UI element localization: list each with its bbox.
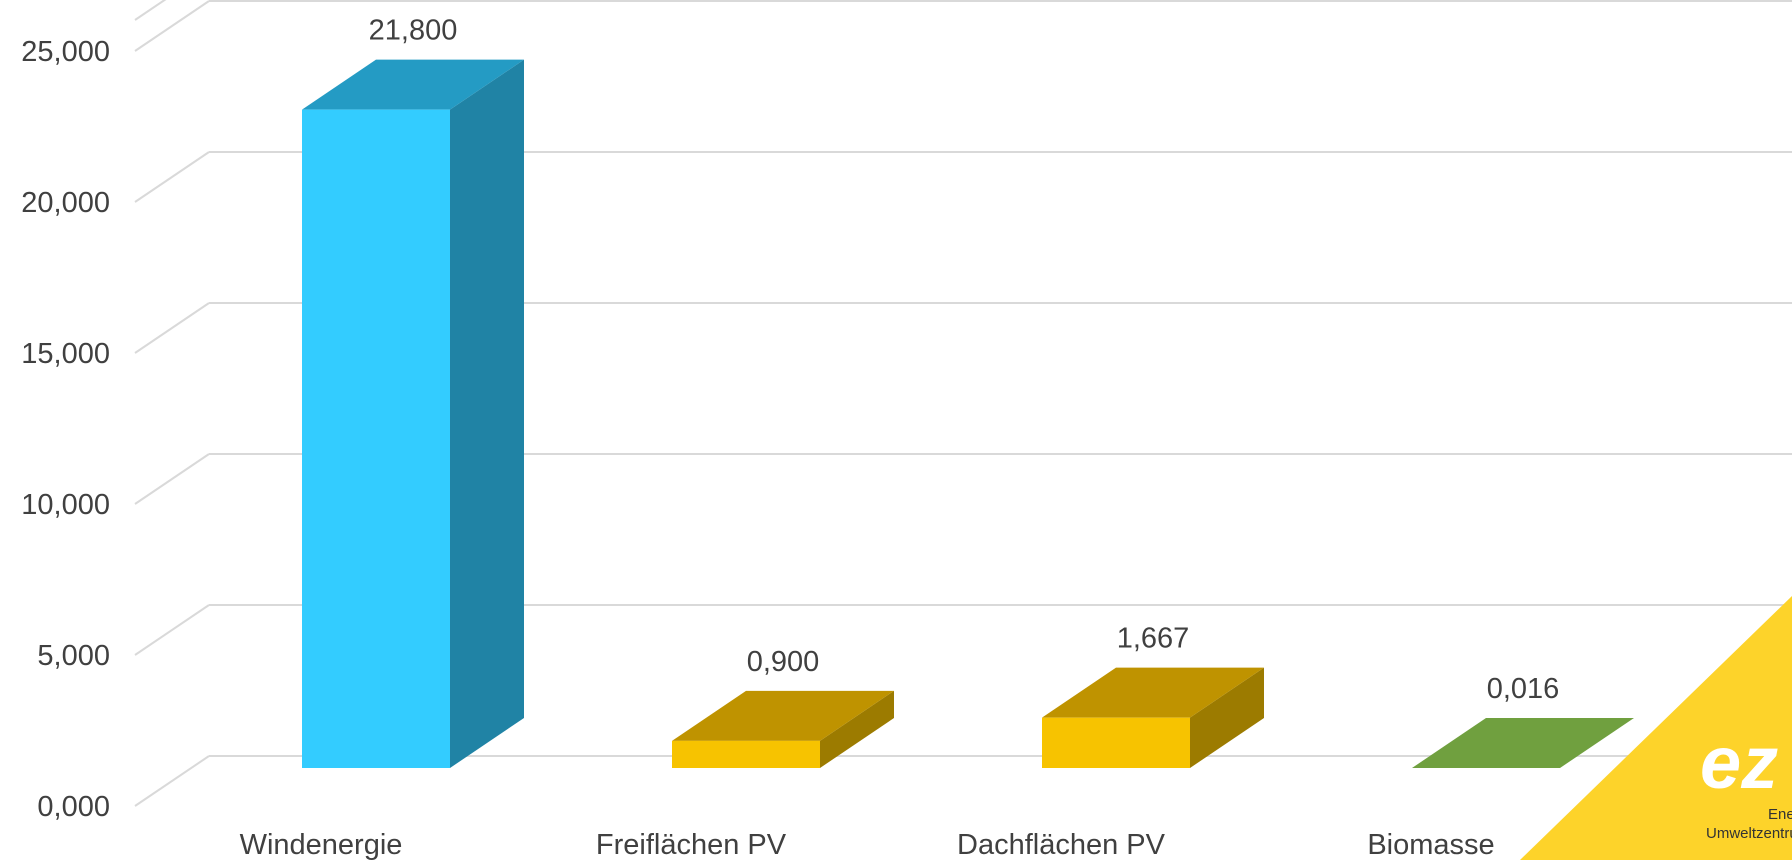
- bar-front: [302, 109, 450, 768]
- gridline-diagonal: [134, 0, 167, 21]
- gridline-diagonal: [134, 453, 210, 505]
- category-label: Biomasse: [1367, 829, 1494, 860]
- gridline-diagonal: [134, 302, 210, 354]
- logo-mark: ez: [1700, 721, 1778, 804]
- y-tick-label: 5,000: [37, 640, 110, 672]
- y-tick-label: 15,000: [21, 338, 110, 370]
- bar-top: [672, 690, 894, 741]
- y-axis-ticks: 0,000 5,000 10,000 15,000 20,000 25,000: [21, 36, 110, 823]
- y-tick-label: 20,000: [21, 187, 110, 219]
- logo-line2: Umweltzentru: [1706, 825, 1792, 842]
- bar-side: [450, 59, 524, 768]
- bar-4: [1412, 718, 1634, 768]
- bar-top: [1412, 718, 1634, 768]
- data-label: 21,800: [369, 15, 458, 47]
- category-labels: Windenergie Freiflächen PV Dachflächen PV B…: [240, 829, 1495, 860]
- data-labels: 21,800 0,900 1,667 0,016: [369, 15, 1560, 705]
- category-label: Dachflächen PV: [957, 829, 1166, 860]
- bar-2: [672, 690, 894, 768]
- bar-front: [1042, 717, 1190, 768]
- gridline-diagonal: [134, 151, 210, 203]
- bar-3: [1042, 667, 1264, 768]
- gridline-diagonal: [134, 604, 210, 656]
- y-tick-label: 10,000: [21, 489, 110, 521]
- bar-top: [1042, 667, 1264, 718]
- data-label: 0,016: [1487, 673, 1560, 705]
- bar-front: [672, 740, 820, 768]
- category-label: Freiflächen PV: [596, 829, 787, 860]
- gridline-diagonal: [134, 755, 210, 807]
- bar-side: [820, 690, 894, 768]
- bar-top: [302, 59, 524, 110]
- logo-line1: Ene: [1768, 806, 1792, 823]
- bars: [302, 59, 1634, 768]
- y-tick-label: 25,000: [21, 36, 110, 68]
- data-label: 1,667: [1117, 623, 1190, 655]
- bar-1: [302, 59, 524, 768]
- data-label: 0,900: [747, 646, 820, 678]
- category-label: Windenergie: [240, 829, 403, 860]
- logo: ez Ene Umweltzentru: [1520, 596, 1792, 860]
- logo-triangle: [1520, 596, 1792, 860]
- y-tick-label: 0,000: [37, 791, 110, 823]
- gridline-diagonal: [134, 0, 210, 52]
- bar-side: [1190, 667, 1264, 768]
